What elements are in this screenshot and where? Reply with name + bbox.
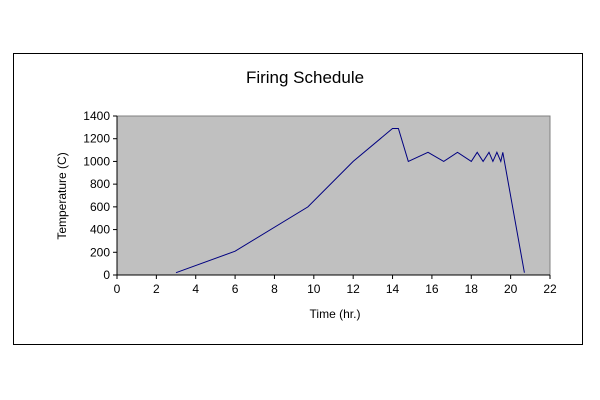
x-tick-label: 16 [425,282,439,296]
y-axis-label: Temperature (C) [55,152,69,239]
x-tick-label: 12 [347,282,361,296]
y-tick-label: 1200 [83,132,110,146]
plot-area [116,115,551,276]
x-tick-label: 20 [504,282,518,296]
y-tick-label: 200 [90,245,110,259]
x-axis-label: Time (hr.) [310,307,361,321]
axes [116,116,550,276]
y-axis-ticks: 0 200 400 600 800 1000 1200 1400 [83,109,117,282]
x-tick-label: 22 [543,282,557,296]
y-tick-label: 600 [90,200,110,214]
y-tick-label: 1400 [83,109,110,123]
x-tick-label: 0 [114,282,121,296]
y-tick-label: 400 [90,223,110,237]
y-tick-label: 1000 [83,154,110,168]
x-tick-label: 4 [192,282,199,296]
x-tick-label: 8 [271,282,278,296]
x-tick-label: 6 [232,282,239,296]
chart-title: Firing Schedule [246,68,364,87]
x-tick-label: 14 [386,282,400,296]
series-line-temperature [175,128,525,274]
y-tick-label: 800 [90,177,110,191]
x-axis-ticks: 0 2 4 6 8 10 12 14 16 18 20 22 [114,275,557,296]
y-tick-label: 0 [103,268,110,282]
x-tick-label: 2 [153,282,160,296]
x-tick-label: 10 [307,282,321,296]
x-tick-label: 18 [465,282,479,296]
